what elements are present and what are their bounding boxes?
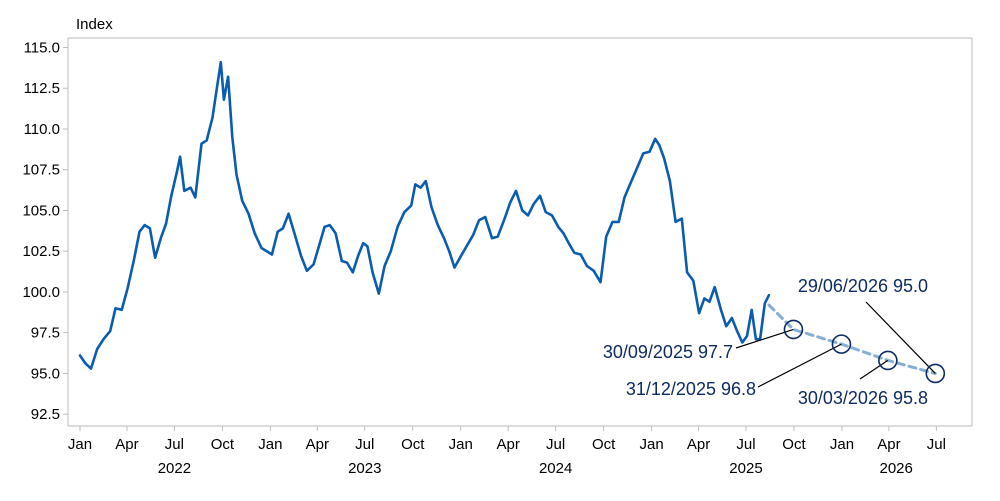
x-tick-label: Oct	[782, 436, 806, 453]
x-tick-label: Jul	[355, 436, 374, 453]
forecast-marker	[925, 363, 946, 384]
actual-line	[78, 60, 771, 370]
annotation-label: 31/12/2025 96.8	[626, 379, 756, 399]
annotation-leader-line	[859, 359, 889, 380]
annotation-layer: 30/09/2025 97.7 31/12/2025 96.8 30/03/2026…	[603, 276, 946, 408]
x-tick-label: Jul	[546, 436, 565, 453]
y-tick-label: 115.0	[24, 40, 60, 57]
y-tick-label: 107.5	[22, 162, 60, 179]
annotation-label: 29/06/2026 95.0	[798, 276, 928, 296]
y-tick-label: 97.5	[31, 325, 60, 342]
x-year-label: 2024	[539, 460, 572, 477]
x-year-label: 2023	[348, 460, 381, 477]
x-axis: Jan Apr Jul Oct Jan Apr Jul Oct Jan Apr Jul Oct Jan A…	[68, 426, 946, 477]
x-tick-label: Oct	[592, 436, 616, 453]
x-tick-label: Oct	[401, 436, 425, 453]
x-tick-label: Jul	[736, 436, 755, 453]
x-tick-label: Jan	[830, 436, 854, 453]
x-tick-label: Apr	[877, 436, 900, 453]
x-tick-label: Apr	[497, 436, 520, 453]
x-tick-label: Apr	[115, 436, 138, 453]
forecast-marker	[783, 319, 804, 340]
annotation-label: 30/03/2026 95.8	[798, 388, 928, 408]
x-tick-label: Jul	[927, 436, 946, 453]
annotation-leader-line	[735, 328, 794, 349]
x-year-label: 2025	[729, 460, 762, 477]
plot-area	[67, 37, 973, 427]
x-tick-label: Jul	[165, 436, 184, 453]
annotation-label: 30/09/2025 97.7	[603, 342, 733, 362]
y-tick-label: 100.0	[22, 284, 60, 301]
y-axis-label: Index	[76, 16, 113, 33]
x-tick-label: Apr	[306, 436, 329, 453]
y-tick-label: 110.0	[24, 121, 60, 138]
forecast-marker	[831, 334, 852, 354]
y-tick-label: 92.5	[31, 406, 60, 423]
forecast-marker	[878, 350, 898, 371]
y-tick-label: 102.5	[22, 243, 60, 260]
forecast-line	[767, 303, 937, 375]
x-tick-label: Jan	[258, 436, 282, 453]
y-tick-label: 95.0	[31, 365, 60, 382]
y-axis: 92.5 95.0 97.5 100.0 102.5 105.0 107.5 110.0 112…	[22, 40, 68, 423]
annotation-leader-line	[865, 301, 936, 374]
x-year-label: 2022	[158, 460, 191, 477]
x-tick-label: Jan	[68, 436, 92, 453]
y-tick-label: 112.5	[24, 80, 60, 97]
annotation-leader-line	[757, 343, 842, 388]
x-tick-label: Apr	[687, 436, 710, 453]
x-tick-label: Oct	[211, 436, 235, 453]
x-tick-label: Jan	[449, 436, 473, 453]
x-tick-label: Jan	[640, 436, 664, 453]
x-year-label: 2026	[880, 460, 913, 477]
y-tick-label: 105.0	[22, 202, 60, 219]
series-layer	[78, 60, 937, 375]
